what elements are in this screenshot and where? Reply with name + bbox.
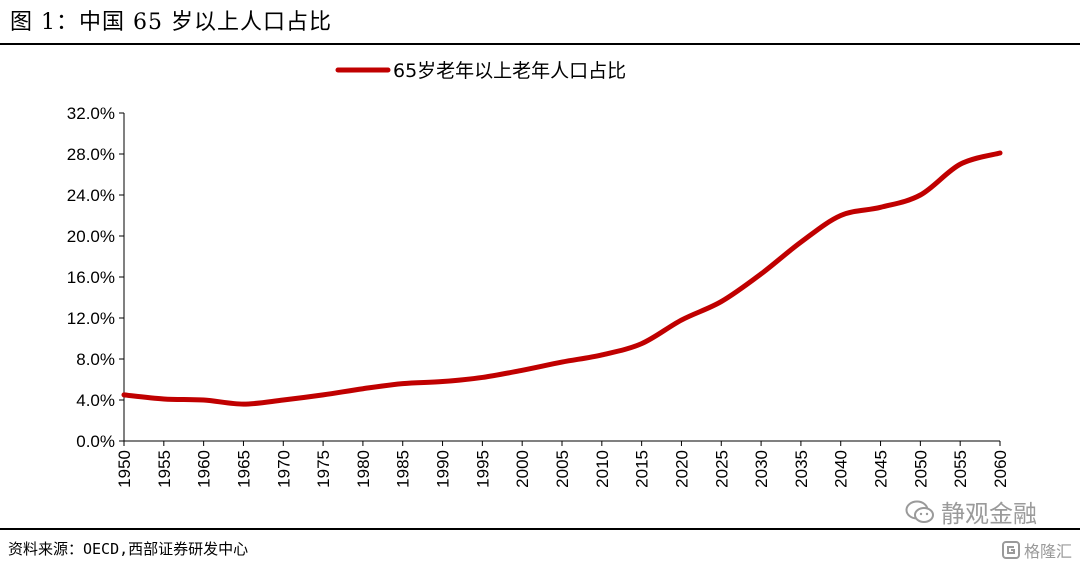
watermark-logo: 格隆汇: [1001, 538, 1072, 562]
data-point: [879, 205, 883, 209]
source-note: 资料来源：OECD,西部证券研发中心: [8, 540, 249, 558]
data-point: [759, 272, 763, 276]
data-point: [122, 393, 126, 397]
watermark-logo-text: 格隆汇: [1023, 544, 1072, 561]
series-line: [121, 150, 1003, 407]
y-tick-label: 4.0%: [76, 391, 115, 410]
data-point: [520, 368, 524, 372]
data-point: [281, 398, 285, 402]
line-chart: 65岁老年以上老年人口占比 0.0% 4.0% 8.0% 12.0% 16.0% 20.0…: [67, 60, 1010, 488]
y-tick-label: 12.0%: [67, 309, 115, 328]
x-tick-label: 1955: [155, 450, 174, 488]
data-point: [640, 342, 644, 346]
watermark: 静观金融: [905, 494, 1037, 529]
data-point: [560, 360, 564, 364]
x-tick-label: 1980: [354, 450, 373, 488]
data-point: [719, 300, 723, 304]
y-axis: 0.0% 4.0% 8.0% 12.0% 16.0% 20.0% 24.0% 28.0% 32.…: [67, 104, 125, 451]
x-tick-label: 2020: [672, 450, 691, 488]
data-point: [839, 214, 843, 218]
data-point: [679, 318, 683, 322]
y-tick-label: 16.0%: [67, 268, 115, 287]
x-tick-label: 2030: [752, 450, 771, 488]
x-tick-label: 2060: [991, 450, 1010, 488]
data-point: [162, 397, 166, 401]
x-tick-label: 2035: [792, 450, 811, 488]
x-tick-label: 1995: [473, 450, 492, 488]
x-tick-label: 1985: [394, 450, 413, 488]
y-tick-label: 0.0%: [76, 432, 115, 451]
figure-title: 图 1：中国 65 岁以上人口占比: [10, 10, 332, 35]
legend-label: 65岁老年以上老年人口占比: [393, 60, 626, 82]
y-tick-label: 20.0%: [67, 227, 115, 246]
x-tick-label: 2040: [832, 450, 851, 488]
chart-legend: 65岁老年以上老年人口占比: [335, 60, 626, 82]
data-point: [600, 353, 604, 357]
series-layer: [121, 150, 1003, 407]
y-tick-label: 28.0%: [67, 145, 115, 164]
data-point: [958, 162, 962, 166]
gelonghui-logo-icon: [1001, 541, 1020, 559]
data-point: [321, 393, 325, 397]
x-tick-label: 2045: [872, 450, 891, 488]
x-tick-label: 2015: [633, 450, 652, 488]
x-tick-label: 1965: [234, 450, 253, 488]
bottom-rule: [0, 528, 1080, 530]
y-tick-label: 24.0%: [67, 186, 115, 205]
wechat-icon: [905, 500, 934, 523]
data-point: [401, 382, 405, 386]
x-tick-label: 1960: [195, 450, 214, 488]
x-tick-label: 2025: [712, 450, 731, 488]
data-point: [202, 398, 206, 402]
x-tick-label: 1975: [314, 450, 333, 488]
x-axis: 1950 1955 1960 1965 1970 1975 1980 1985 1990 1995…: [115, 440, 1010, 488]
data-point: [918, 193, 922, 197]
x-tick-label: 2000: [513, 450, 532, 488]
x-tick-label: 2055: [951, 450, 970, 488]
data-point: [441, 380, 445, 384]
top-rule: [0, 43, 1080, 45]
x-tick-label: 1950: [115, 450, 134, 488]
data-point: [799, 240, 803, 244]
y-tick-label: 32.0%: [67, 104, 115, 123]
x-tick-label: 2005: [553, 450, 572, 488]
data-point: [361, 387, 365, 391]
x-tick-label: 1990: [434, 450, 453, 488]
x-tick-label: 1970: [274, 450, 293, 488]
watermark-text: 静观金融: [941, 501, 1037, 528]
x-tick-label: 2050: [911, 450, 930, 488]
data-point: [480, 375, 484, 379]
x-tick-label: 2010: [593, 450, 612, 488]
data-point: [241, 402, 245, 406]
data-point: [998, 151, 1002, 155]
y-tick-label: 8.0%: [76, 350, 115, 369]
